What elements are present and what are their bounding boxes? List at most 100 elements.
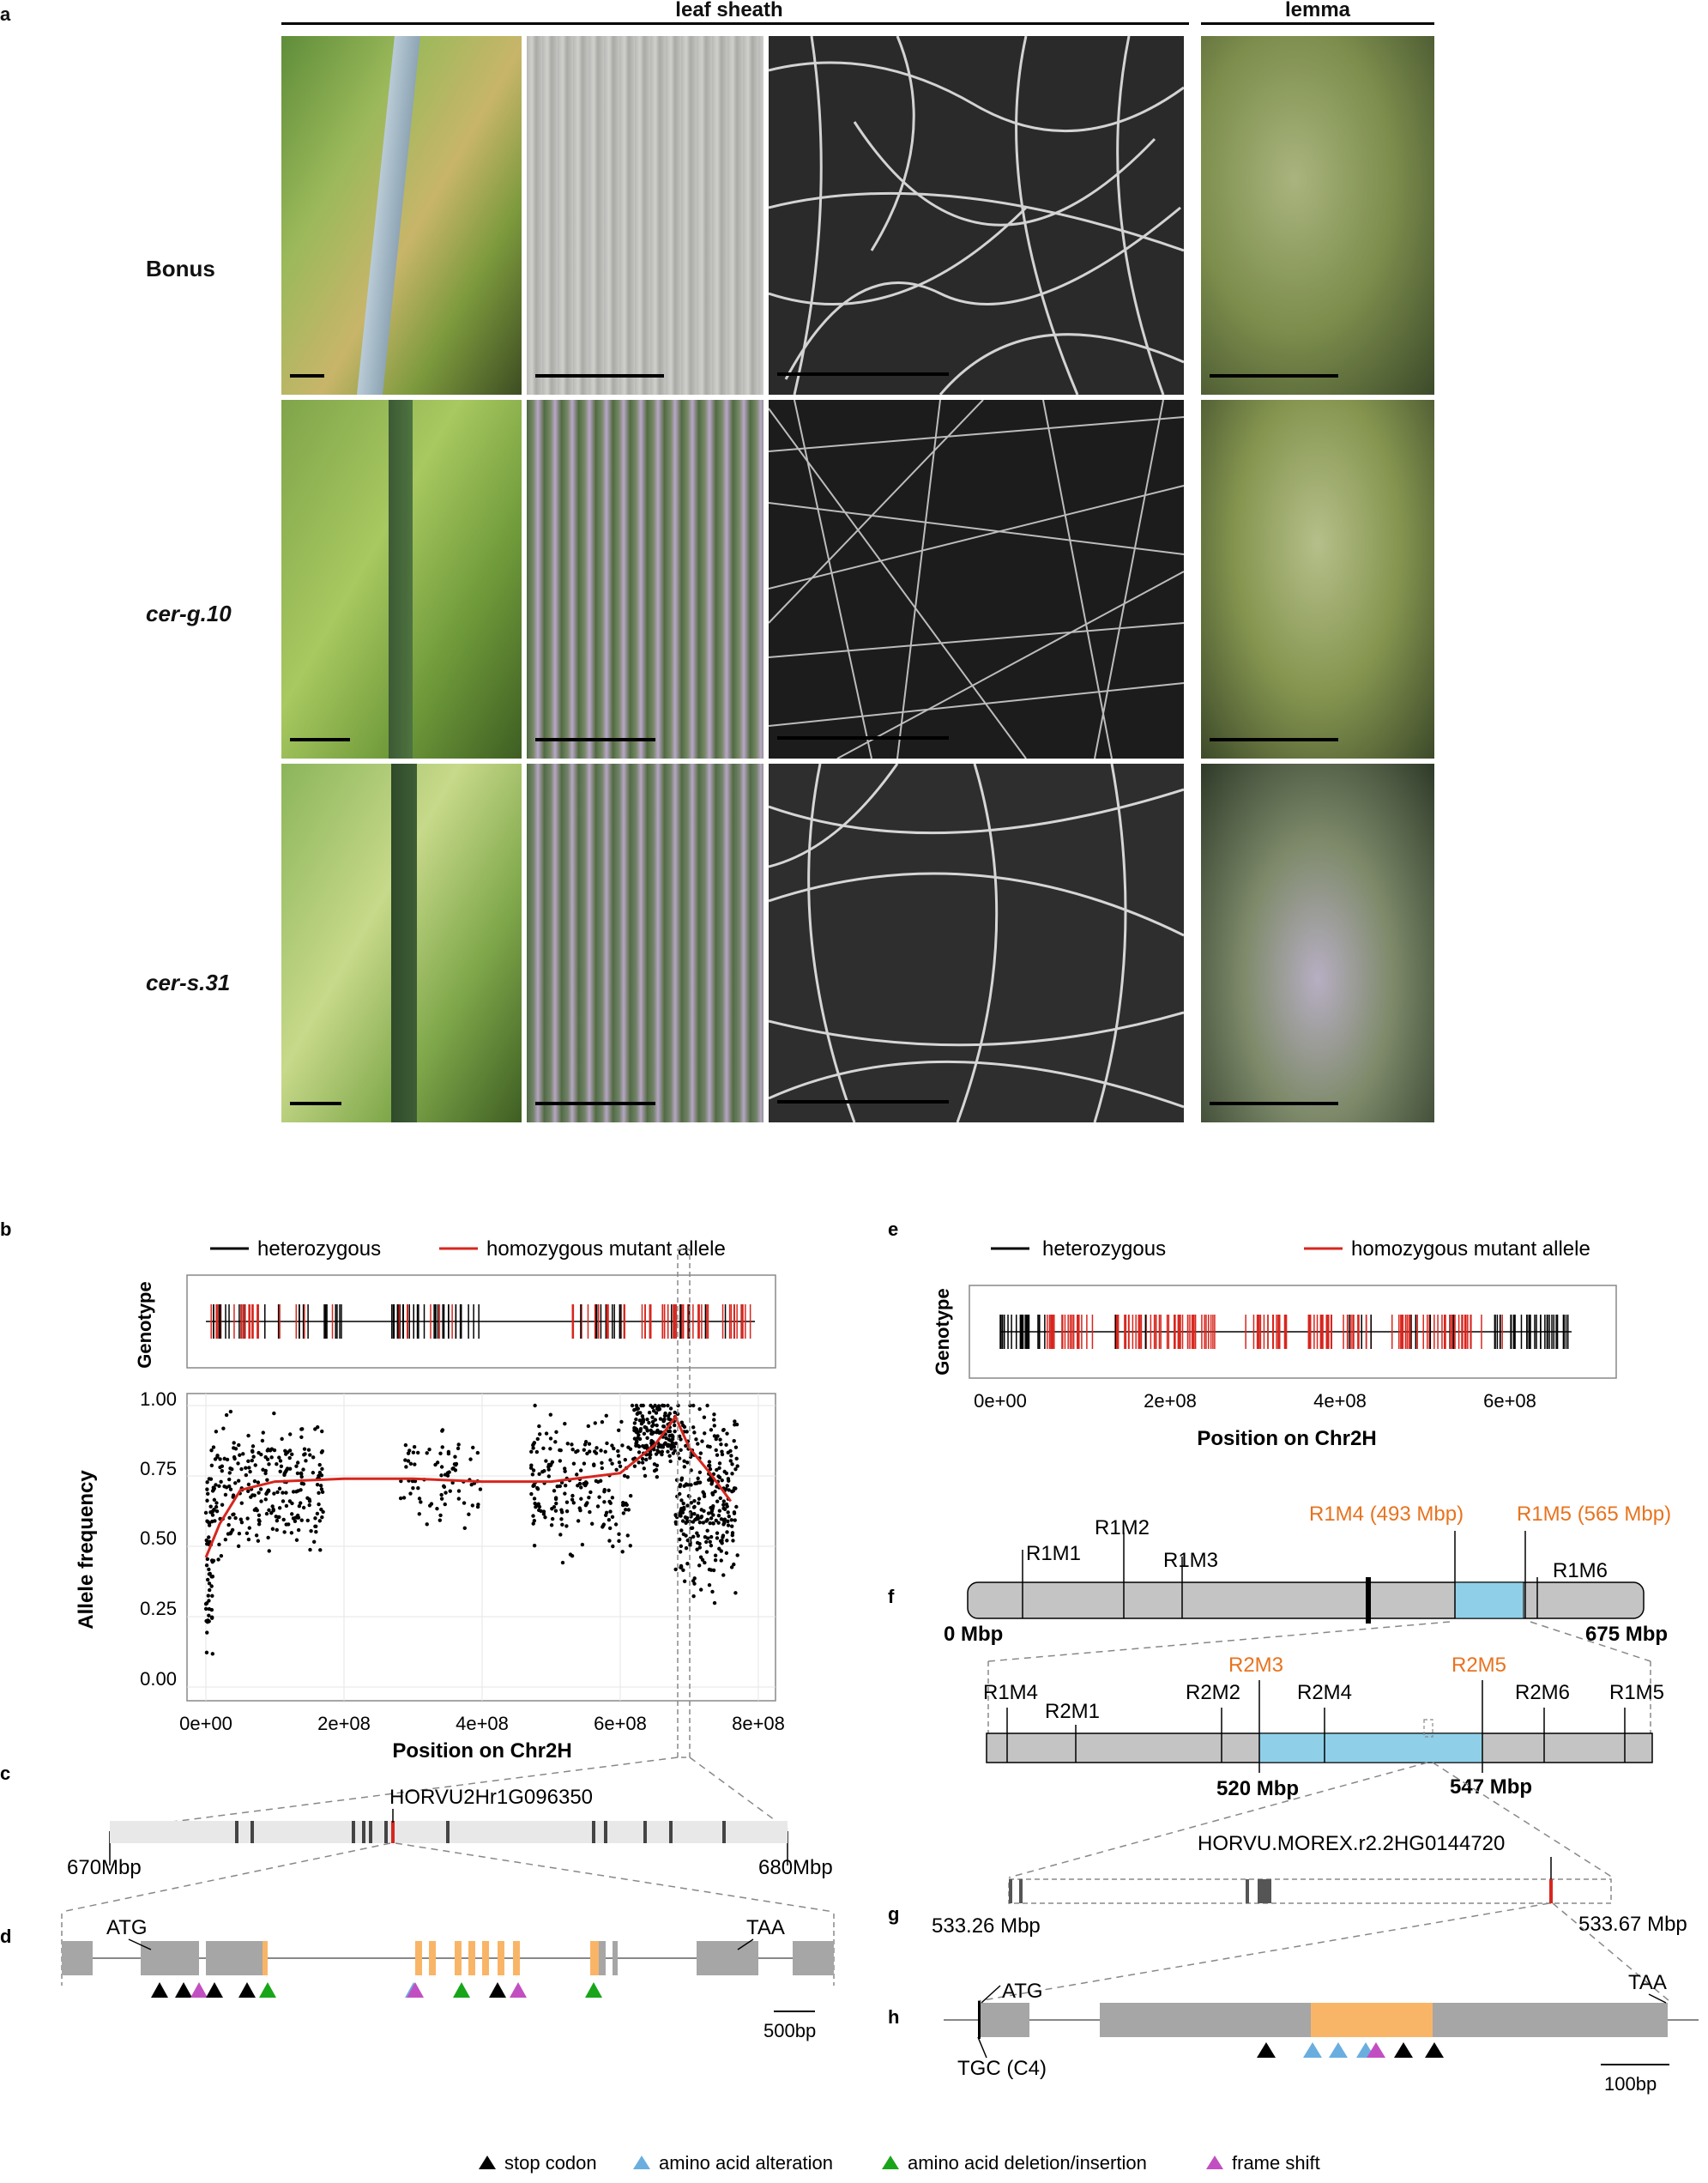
allele-point [641, 1403, 645, 1408]
allele-point [241, 1452, 245, 1456]
allele-point [630, 1403, 635, 1408]
c-gene-label: HORVU2Hr1G096350 [389, 1786, 593, 1809]
allele-point [579, 1485, 583, 1490]
allele-point [701, 1521, 706, 1525]
allele-point [605, 1441, 609, 1446]
allele-point [716, 1521, 721, 1525]
allele-point [610, 1461, 614, 1466]
d-mutation-marker [151, 1982, 168, 1998]
allele-point [682, 1459, 686, 1463]
allele-point [531, 1521, 535, 1526]
legend-indel-marker [882, 2156, 899, 2169]
allele-point [319, 1473, 324, 1478]
allele-point [697, 1563, 702, 1568]
allele-point [207, 1567, 211, 1572]
allele-point [264, 1511, 269, 1516]
allele-point [601, 1522, 607, 1527]
allele-point [637, 1450, 642, 1454]
allele-point [607, 1488, 611, 1493]
allele-point [614, 1467, 619, 1472]
allele-point [427, 1447, 432, 1452]
g-gene-2 [1019, 1879, 1023, 1903]
allele-point [593, 1421, 597, 1425]
allele-point [667, 1454, 672, 1458]
allele-point [661, 1424, 667, 1429]
allele-point [661, 1404, 667, 1408]
allele-point [246, 1537, 251, 1542]
allele-point [692, 1576, 697, 1581]
allele-point [208, 1504, 213, 1509]
allele-point [462, 1526, 467, 1531]
allele-point [546, 1465, 551, 1469]
ytick-b-1: 0.00 [140, 1668, 177, 1690]
allele-point [563, 1422, 567, 1426]
xtick-b-1: 0e+00 [179, 1713, 232, 1734]
allele-point [287, 1522, 291, 1527]
allele-point [705, 1444, 710, 1448]
allele-point [442, 1485, 447, 1490]
allele-point [277, 1515, 281, 1520]
allele-point [664, 1436, 668, 1441]
allele-point [471, 1445, 475, 1450]
allele-point [320, 1448, 325, 1454]
allele-point [248, 1469, 252, 1474]
allele-point [311, 1471, 316, 1475]
allele-point [649, 1453, 653, 1457]
c-gene-mark [446, 1821, 450, 1843]
allele-point [256, 1539, 261, 1543]
allele-point [701, 1490, 705, 1495]
allele-point [469, 1483, 474, 1487]
allele-point [299, 1435, 304, 1439]
allele-point [456, 1489, 462, 1493]
allele-point [697, 1497, 702, 1501]
allele-point [425, 1451, 429, 1455]
allele-point [224, 1412, 229, 1418]
legend-frameshift-marker [1206, 2156, 1223, 2169]
allele-point [732, 1562, 736, 1567]
allele-point [296, 1515, 301, 1520]
allele-point [616, 1454, 621, 1458]
allele-point [634, 1417, 638, 1422]
allele-point [650, 1424, 655, 1429]
allele-point [535, 1436, 540, 1442]
allele-point [263, 1497, 268, 1502]
ytick-b-3: 0.50 [140, 1527, 177, 1549]
allele-point [710, 1492, 715, 1497]
panel-a-letter: a [0, 3, 11, 25]
allele-point [537, 1424, 541, 1429]
h-atg-label: ATG [1002, 1980, 1043, 2003]
legend-b-het: heterozygous [257, 1237, 381, 1261]
allele-point [555, 1484, 559, 1489]
c-target-gene [391, 1821, 395, 1843]
allele-point [721, 1503, 726, 1507]
allele-point [317, 1519, 323, 1523]
allele-point [280, 1436, 284, 1442]
h-atg-pointer [981, 1985, 1001, 2004]
allele-point [720, 1541, 724, 1545]
f-row1-left: 0 Mbp [944, 1623, 1003, 1646]
allele-point [205, 1491, 210, 1497]
allele-point [433, 1462, 438, 1467]
allele-point [211, 1445, 216, 1449]
allele-point [636, 1411, 641, 1415]
zoom-line-c-left [61, 1842, 391, 1913]
allele-point [231, 1512, 235, 1517]
allele-point [694, 1437, 698, 1442]
legend-stop-marker [479, 2156, 496, 2169]
allele-point [604, 1413, 608, 1418]
allele-point [315, 1425, 320, 1430]
allele-point [231, 1493, 236, 1497]
allele-point [727, 1514, 731, 1519]
allele-point [245, 1516, 250, 1521]
allele-point [319, 1487, 324, 1491]
d-exons [62, 1941, 834, 1975]
genotype-e-frame [969, 1285, 1617, 1379]
allele-point [719, 1442, 723, 1447]
allele-point [588, 1509, 592, 1515]
allele-point [320, 1429, 324, 1434]
allele-point [207, 1477, 212, 1481]
allele-point [632, 1464, 637, 1468]
allele-point [253, 1463, 257, 1467]
allele-point [645, 1436, 649, 1441]
cer-g10-sheath-photo [527, 400, 763, 759]
